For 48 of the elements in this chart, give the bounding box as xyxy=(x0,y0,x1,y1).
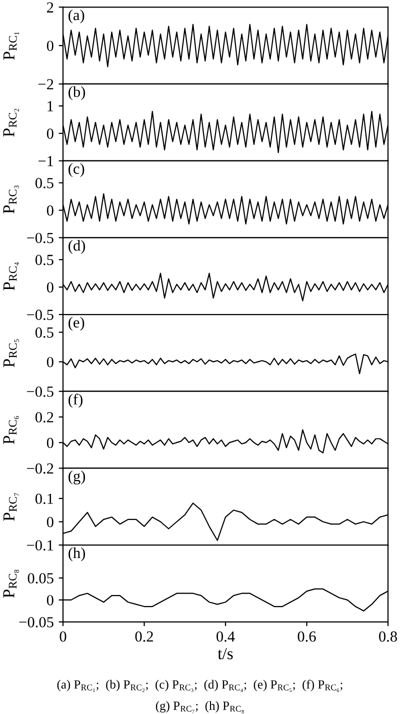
y-axis-title: P$_{RC₈}$ xyxy=(3,570,19,598)
y-tick-label: −1 xyxy=(38,156,54,166)
y-tick-label: 0 xyxy=(46,205,54,216)
y-tick-label: 0.1 xyxy=(35,494,54,504)
y-tick-label: −0.5 xyxy=(27,386,54,397)
y-tick-label: 0 xyxy=(46,356,54,368)
y-tick-label: 0.2 xyxy=(35,412,54,422)
annotation: (a) xyxy=(68,9,84,24)
annotation: (c) xyxy=(68,163,84,177)
y-tick-label: 0.05 xyxy=(28,573,54,584)
text: (g) P$_{RC₇}$; (h) P$_{RC₈}$ xyxy=(156,701,244,714)
y-tick-label: 2 xyxy=(47,2,54,12)
y-tick-label: 0 xyxy=(46,128,54,139)
y-tick-label: 0 xyxy=(46,438,54,448)
x-tick-label: 0.4 xyxy=(216,631,235,642)
annotation: (b) xyxy=(68,86,86,100)
y-tick-label: −0.1 xyxy=(27,540,54,551)
y-tick-label: 1 xyxy=(48,101,54,112)
annotation: (d) xyxy=(68,240,86,254)
x-tick-label: 0.6 xyxy=(298,631,316,642)
y-tick-label: 0 xyxy=(46,516,54,528)
y-tick-label: 0.5 xyxy=(35,254,54,266)
y-axis-title: P$_{RC₅}$ xyxy=(3,339,20,368)
y-tick-label: −0.5 xyxy=(27,310,54,320)
y-tick-label: 0 xyxy=(46,40,54,52)
y-axis-title: P$_{RC₇}$ xyxy=(3,492,19,521)
annotation: (e) xyxy=(68,316,84,331)
x-tick-label: 0.2 xyxy=(135,631,153,642)
x-tick-label: 0 xyxy=(60,631,66,642)
y-axis-title: P$_{RC₄}$ xyxy=(3,262,20,290)
y-tick-label: 0 xyxy=(46,282,54,293)
annotation: (h) xyxy=(68,547,86,562)
y-tick-label: −0.5 xyxy=(27,232,54,244)
annotation: (f) xyxy=(68,394,82,408)
y-tick-label: 0.5 xyxy=(35,327,54,338)
y-axis-title: P$_{RC₆}$ xyxy=(3,416,19,444)
text: (a) P$_{RC₁}$; (b) P$_{RC₂}$; (c) P$_{RC₃}$; (d) P$_{RC₄}$; (e) P$_{RC₅}$; (f) P$_{RC₆}$; xyxy=(57,680,342,692)
x-axis-title: t/s xyxy=(218,648,233,660)
y-tick-label: 0.5 xyxy=(35,178,54,188)
y-axis-title: P$_{RC₁}$ xyxy=(3,32,20,60)
x-tick-label: 0.8 xyxy=(379,631,397,642)
y-tick-label: −2 xyxy=(38,79,54,90)
y-tick-label: 0 xyxy=(46,595,54,606)
y-axis-title: P$_{RC₂}$ xyxy=(3,108,19,137)
y-axis-title: P$_{RC₃}$ xyxy=(3,186,19,214)
y-tick-label: −0.05 xyxy=(19,617,54,628)
y-tick-label: −0.2 xyxy=(27,463,54,474)
annotation: (g) xyxy=(68,470,86,484)
